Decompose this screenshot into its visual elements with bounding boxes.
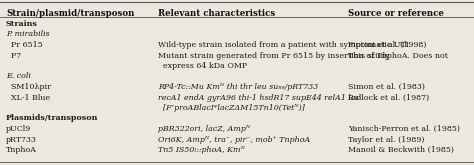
Text: P7: P7 — [6, 51, 21, 60]
Text: TnphoA: TnphoA — [6, 146, 37, 154]
Text: This study: This study — [348, 51, 390, 60]
Text: Yanisch-Perron et al. (1985): Yanisch-Perron et al. (1985) — [348, 125, 460, 133]
Text: Pr 6515: Pr 6515 — [6, 41, 43, 49]
Text: XL-1 Blue: XL-1 Blue — [6, 94, 50, 101]
Text: Wild-type strain isolated from a patient with symptomatic UTI: Wild-type strain isolated from a patient… — [158, 41, 409, 49]
Text: [F’proABlacIᵠlacZΔM15Tn10(Tetᴺ)]: [F’proABlacIᵠlacZΔM15Tn10(Tetᴺ)] — [158, 104, 305, 112]
Text: Piccini et al. (1998): Piccini et al. (1998) — [348, 41, 427, 49]
Text: Source or reference: Source or reference — [348, 9, 444, 18]
Text: Taylor et al. (1989): Taylor et al. (1989) — [348, 135, 425, 144]
Text: Plasmids/transposon: Plasmids/transposon — [6, 115, 99, 122]
Text: Strain/plasmid/transposon: Strain/plasmid/transposon — [6, 9, 134, 18]
Text: Strains: Strains — [6, 20, 38, 28]
Text: E. coli: E. coli — [6, 72, 31, 81]
Text: RP4-Tc::Mu Kmᴺ thi thr leu suₙₑ/pRT733: RP4-Tc::Mu Kmᴺ thi thr leu suₙₑ/pRT733 — [158, 83, 318, 91]
Text: Bullock et al. (1987): Bullock et al. (1987) — [348, 94, 429, 101]
Text: Relevant characteristics: Relevant characteristics — [158, 9, 275, 18]
Text: Tn5 IS50ₗ::phoA, Kmᴺ: Tn5 IS50ₗ::phoA, Kmᴺ — [158, 146, 245, 154]
Text: express 64 kDa OMP: express 64 kDa OMP — [158, 62, 247, 70]
Text: SM10λpir: SM10λpir — [6, 83, 51, 91]
Text: Manoil & Beckwith (1985): Manoil & Beckwith (1985) — [348, 146, 454, 154]
Text: P. mirabilis: P. mirabilis — [6, 31, 50, 38]
Text: Ori6K, Ampᴺ, tra⁻, pir⁻, mob⁺ TnphoA: Ori6K, Ampᴺ, tra⁻, pir⁻, mob⁺ TnphoA — [158, 135, 310, 144]
Text: pUCl9: pUCl9 — [6, 125, 31, 133]
Text: recA1 endA gyrA96 thi-1 hsdR17 supE44 relA1 lac: recA1 endA gyrA96 thi-1 hsdR17 supE44 re… — [158, 94, 360, 101]
Text: pRT733: pRT733 — [6, 135, 37, 144]
Text: Simon et al. (1983): Simon et al. (1983) — [348, 83, 425, 91]
Text: pBR322ori, lacZ, Ampᴺ: pBR322ori, lacZ, Ampᴺ — [158, 125, 250, 133]
Text: Mutant strain generated from Pr 6515 by insertion of TnphoA. Does not: Mutant strain generated from Pr 6515 by … — [158, 51, 448, 60]
